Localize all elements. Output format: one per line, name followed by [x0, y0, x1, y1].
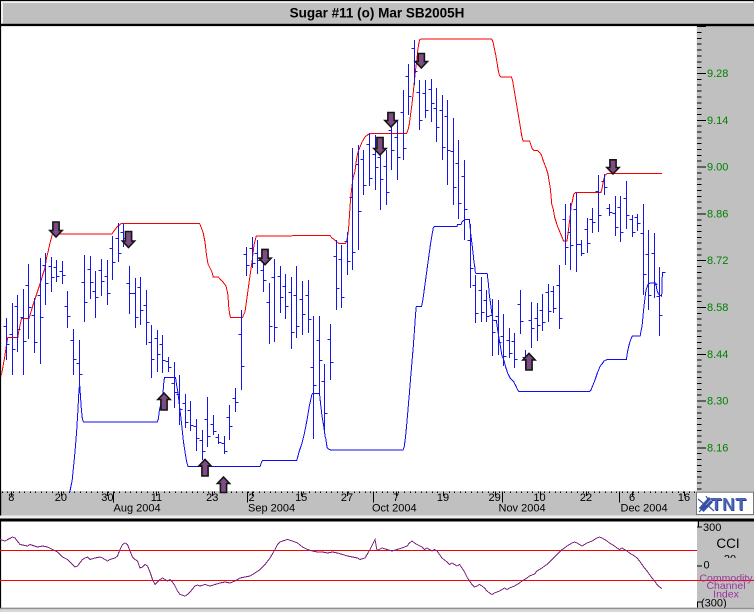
svg-text:10: 10 [533, 492, 545, 504]
svg-text:300: 300 [703, 522, 721, 534]
svg-text:9.28: 9.28 [707, 68, 728, 80]
svg-text:27: 27 [341, 492, 353, 504]
svg-text:Channel: Channel [706, 580, 745, 592]
svg-text:TNT: TNT [711, 494, 747, 514]
svg-text:29: 29 [488, 492, 500, 504]
svg-text:0: 0 [704, 560, 710, 572]
svg-text:Nov 2004: Nov 2004 [499, 503, 546, 515]
svg-text:9.14: 9.14 [707, 115, 728, 127]
svg-text:19: 19 [437, 492, 449, 504]
svg-text:8.86: 8.86 [707, 208, 728, 220]
svg-text:Dec 2004: Dec 2004 [621, 503, 668, 515]
svg-text:Commodity: Commodity [699, 573, 753, 585]
svg-text:16: 16 [678, 492, 690, 504]
svg-text:CCI: CCI [716, 536, 739, 551]
svg-text:11: 11 [151, 492, 162, 504]
svg-text:TNT: TNT [712, 495, 748, 515]
svg-text:8.44: 8.44 [707, 349, 728, 361]
svg-text:8.58: 8.58 [707, 302, 728, 314]
svg-text:Index: Index [713, 589, 739, 601]
svg-text:8.30: 8.30 [707, 396, 728, 408]
svg-text:8: 8 [8, 492, 14, 504]
svg-text:(300): (300) [701, 598, 727, 610]
svg-text:30: 30 [101, 492, 113, 504]
svg-text:6: 6 [629, 492, 635, 504]
svg-text:22: 22 [580, 492, 592, 504]
svg-text:2: 2 [248, 492, 254, 504]
svg-text:9.00: 9.00 [707, 162, 728, 174]
svg-text:15: 15 [295, 492, 307, 504]
svg-text:Sugar #11 (o) Mar SB2005H: Sugar #11 (o) Mar SB2005H [290, 6, 465, 21]
svg-text:7: 7 [393, 492, 399, 504]
svg-text:23: 23 [206, 492, 218, 504]
svg-text:Sep 2004: Sep 2004 [248, 503, 295, 515]
svg-text:20: 20 [55, 492, 67, 504]
svg-text:Oct 2004: Oct 2004 [372, 503, 417, 515]
svg-text:Aug 2004: Aug 2004 [114, 503, 161, 515]
svg-text:8.16: 8.16 [707, 442, 728, 454]
svg-text:8.72: 8.72 [707, 255, 728, 267]
